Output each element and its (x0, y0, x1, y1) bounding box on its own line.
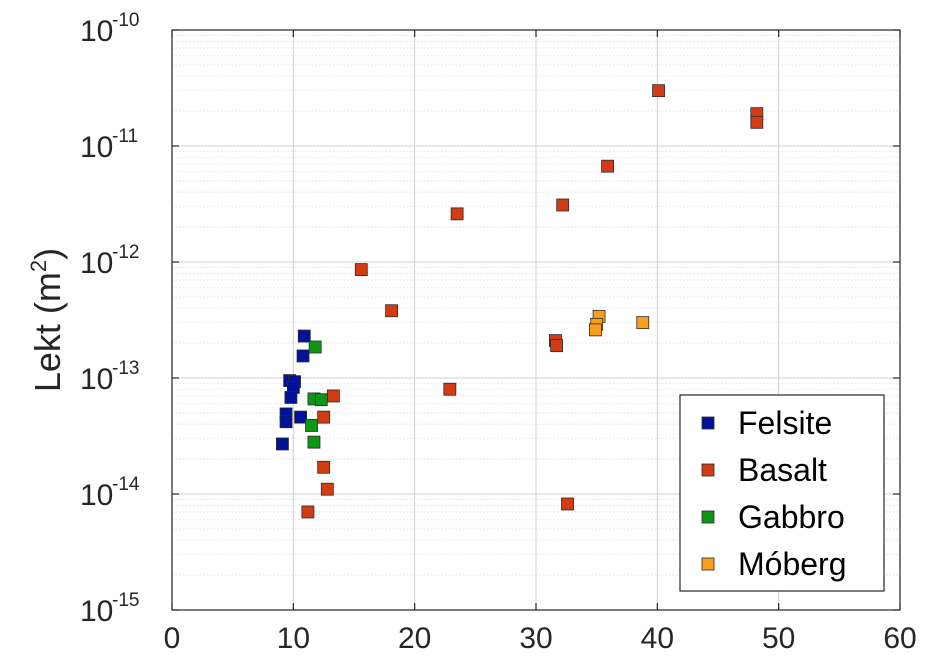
y-tick-exponent: -14 (112, 474, 140, 495)
y-tick-exponent: -15 (112, 590, 139, 611)
data-point (550, 339, 564, 353)
y-axis-title-close: ) (27, 248, 68, 260)
y-tick-label: 10-13 (80, 358, 139, 396)
y-tick-exponent: -10 (112, 10, 139, 31)
data-point (317, 410, 331, 424)
data-point (589, 323, 602, 337)
legend-swatch (701, 416, 715, 430)
y-tick-label: 10-10 (80, 10, 139, 48)
x-tick-label: 50 (762, 622, 795, 655)
data-point (354, 263, 368, 276)
data-point (305, 419, 318, 432)
data-point (284, 391, 298, 404)
x-tick-label: 20 (398, 622, 431, 655)
y-tick-base: 10 (80, 363, 113, 396)
legend-label: Gabbro (738, 499, 845, 535)
legend-swatch (701, 510, 715, 524)
y-tick-exponent: -13 (112, 358, 139, 379)
data-point (317, 460, 331, 474)
data-point (296, 349, 310, 363)
data-points (276, 84, 764, 519)
y-tick-label: 10-15 (80, 590, 139, 628)
x-tick-label: 30 (519, 622, 552, 655)
data-point (556, 198, 570, 212)
y-tick-base: 10 (80, 131, 113, 164)
legend-item: Móberg (701, 546, 847, 582)
data-point (297, 329, 311, 343)
data-point (450, 207, 464, 221)
y-tick-base: 10 (80, 247, 113, 280)
y-axis-title-sup: 2 (26, 260, 51, 272)
x-tick-label: 10 (277, 622, 310, 655)
y-axis-title: Lekt (m2) (26, 248, 68, 392)
x-tick-label: 60 (883, 622, 916, 655)
data-point (443, 382, 457, 396)
data-point (636, 316, 650, 330)
legend-item: Felsite (701, 405, 832, 441)
legend-swatch (701, 463, 715, 477)
x-tick-label: 0 (164, 622, 181, 655)
data-point (279, 415, 293, 429)
y-tick-base: 10 (80, 479, 113, 512)
y-tick-exponent: -12 (112, 242, 139, 263)
series-basalt (301, 84, 764, 519)
legend-swatch (701, 557, 715, 571)
axes: 0 10 20 30 40 50 6010-1010-1110-1210-1310-1410… (26, 10, 917, 655)
y-tick-base: 10 (80, 15, 113, 48)
series-felsite (276, 329, 311, 451)
x-tick-label: 40 (641, 622, 674, 655)
y-tick-label: 10-12 (80, 242, 139, 280)
legend: Felsite Basalt Gabbro Móberg (679, 394, 885, 592)
data-point (561, 497, 574, 511)
data-point (601, 159, 614, 173)
data-point (308, 340, 322, 354)
data-point (326, 389, 340, 403)
y-axis-title-base: Lekt (m (27, 272, 68, 392)
legend-item: Basalt (701, 452, 827, 488)
data-point (385, 304, 399, 318)
series-gabbro (305, 340, 328, 449)
y-tick-label: 10-11 (80, 126, 138, 164)
series-mberg (589, 309, 650, 337)
legend-label: Felsite (738, 405, 832, 441)
y-tick-base: 10 (80, 595, 113, 628)
legend-item: Gabbro (701, 499, 845, 535)
data-point (301, 505, 315, 519)
data-point (294, 410, 308, 424)
data-point (314, 393, 328, 407)
legend-label: Móberg (738, 546, 847, 582)
grid-lines (171, 29, 901, 611)
data-point (652, 84, 665, 98)
data-point (276, 437, 289, 451)
legend-label: Basalt (738, 452, 827, 488)
data-point (307, 435, 321, 449)
data-point (750, 115, 764, 129)
y-tick-exponent: -11 (112, 126, 138, 147)
data-point (320, 482, 334, 496)
y-tick-label: 10-14 (80, 474, 140, 512)
